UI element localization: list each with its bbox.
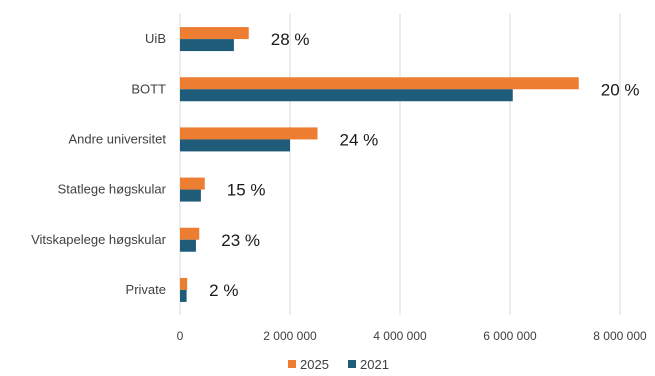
gridlines	[179, 14, 621, 315]
data-label: 28 %	[271, 30, 310, 49]
legend-swatch	[348, 360, 356, 368]
data-label: 20 %	[601, 80, 640, 99]
x-tick-label: 4 000 000	[373, 329, 427, 343]
bar-2025	[180, 277, 188, 290]
category-label: Andre universitet	[68, 131, 166, 146]
category-label: BOTT	[131, 81, 166, 96]
bar-2021	[180, 89, 513, 102]
bar-2021	[180, 139, 290, 152]
bar-2025	[180, 27, 249, 40]
x-tick-label: 8 000 000	[593, 329, 647, 343]
x-tick-label: 2 000 000	[263, 329, 317, 343]
bar-2025	[180, 177, 205, 190]
category-label: UiB	[145, 31, 166, 46]
x-tick-label: 6 000 000	[483, 329, 537, 343]
x-tick-label: 0	[177, 329, 184, 343]
legend-label: 2021	[360, 357, 389, 372]
bar-2021	[180, 39, 234, 52]
labels: 0 2 000 000 4 000 000 6 000 000 8 000 000 UiB…	[31, 30, 647, 343]
bar-2021	[180, 189, 201, 202]
legend-swatch	[288, 360, 296, 368]
data-label: 2 %	[209, 281, 238, 300]
bar-2025	[180, 77, 579, 90]
category-label: Statlege høgskular	[58, 182, 167, 197]
data-label: 23 %	[221, 231, 260, 250]
category-label: Private	[126, 282, 166, 297]
bar-2025	[180, 127, 318, 140]
bars	[180, 27, 579, 302]
category-label: Vitskapelege høgskular	[31, 232, 167, 247]
data-label: 24 %	[340, 130, 379, 149]
bar-2025	[180, 227, 200, 240]
bar-2021	[180, 239, 196, 252]
legend: 2025 2021	[288, 357, 389, 372]
bar-2021	[180, 289, 187, 302]
data-label: 15 %	[227, 181, 266, 200]
legend-label: 2025	[300, 357, 329, 372]
